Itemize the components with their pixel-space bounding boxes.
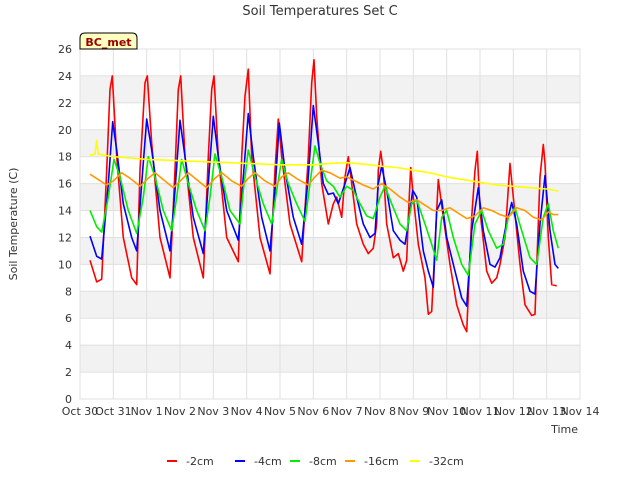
y-tick-label: 12 — [58, 231, 72, 244]
legend: -2cm -4cm -8cm -16cm -32cm — [167, 455, 464, 468]
station-label: BC_met — [85, 36, 131, 49]
x-tick-label: Nov 10 — [427, 405, 466, 418]
series-line-8cmcm — [89, 145, 560, 276]
x-axis-label: Time — [550, 423, 578, 436]
plot-band — [80, 183, 580, 211]
x-tick-label: Nov 3 — [197, 405, 229, 418]
x-tick-label: Nov 14 — [561, 405, 600, 418]
x-tick-label: Oct 31 — [95, 405, 132, 418]
plot-background-bands — [80, 75, 580, 373]
y-tick-label: 24 — [58, 70, 72, 83]
legend-label: -2cm — [186, 455, 214, 468]
legend-label: -8cm — [309, 455, 337, 468]
y-tick-label: 16 — [58, 178, 72, 191]
x-tick-label: Nov 7 — [331, 405, 363, 418]
y-tick-label: 14 — [58, 205, 72, 218]
x-tick-label: Nov 6 — [297, 405, 329, 418]
x-tick-label: Oct 30 — [62, 405, 99, 418]
plot-band — [80, 291, 580, 319]
legend-label: -16cm — [364, 455, 399, 468]
gridlines — [79, 48, 581, 400]
y-tick-label: 6 — [65, 312, 72, 325]
y-axis-label: Soil Temperature (C) — [7, 168, 20, 281]
legend-label: -4cm — [254, 455, 282, 468]
x-tick-label: Nov 13 — [527, 405, 566, 418]
plot-band — [80, 75, 580, 103]
x-tick-label: Nov 5 — [264, 405, 296, 418]
x-tick-label: Nov 1 — [131, 405, 163, 418]
y-tick-label: 20 — [58, 124, 72, 137]
x-tick-label: Nov 11 — [461, 405, 500, 418]
x-tick-label: Nov 8 — [364, 405, 396, 418]
y-tick-label: 18 — [58, 151, 72, 164]
series-line-16cmcm — [89, 169, 559, 221]
x-tick-label: Nov 2 — [164, 405, 196, 418]
x-tick-label: Nov 12 — [494, 405, 533, 418]
series-line-32cmcm — [89, 139, 559, 192]
y-tick-label: 2 — [65, 366, 72, 379]
y-tick-label: 4 — [65, 339, 72, 352]
y-tick-label: 8 — [65, 285, 72, 298]
legend-label: -32cm — [429, 455, 464, 468]
station-label-box: BC_met — [79, 32, 138, 50]
plot-band — [80, 345, 580, 373]
x-tick-label: Nov 9 — [397, 405, 429, 418]
y-tick-label: 26 — [58, 43, 72, 56]
chart-title: Soil Temperatures Set C — [242, 4, 397, 19]
series-line-2cmcm — [89, 59, 557, 333]
y-tick-label: 22 — [58, 97, 72, 110]
y-tick-label: 0 — [65, 393, 72, 406]
series-lines — [89, 59, 560, 333]
plot-band — [80, 129, 580, 157]
x-tick-label: Nov 4 — [231, 405, 263, 418]
y-tick-label: 10 — [58, 258, 72, 271]
